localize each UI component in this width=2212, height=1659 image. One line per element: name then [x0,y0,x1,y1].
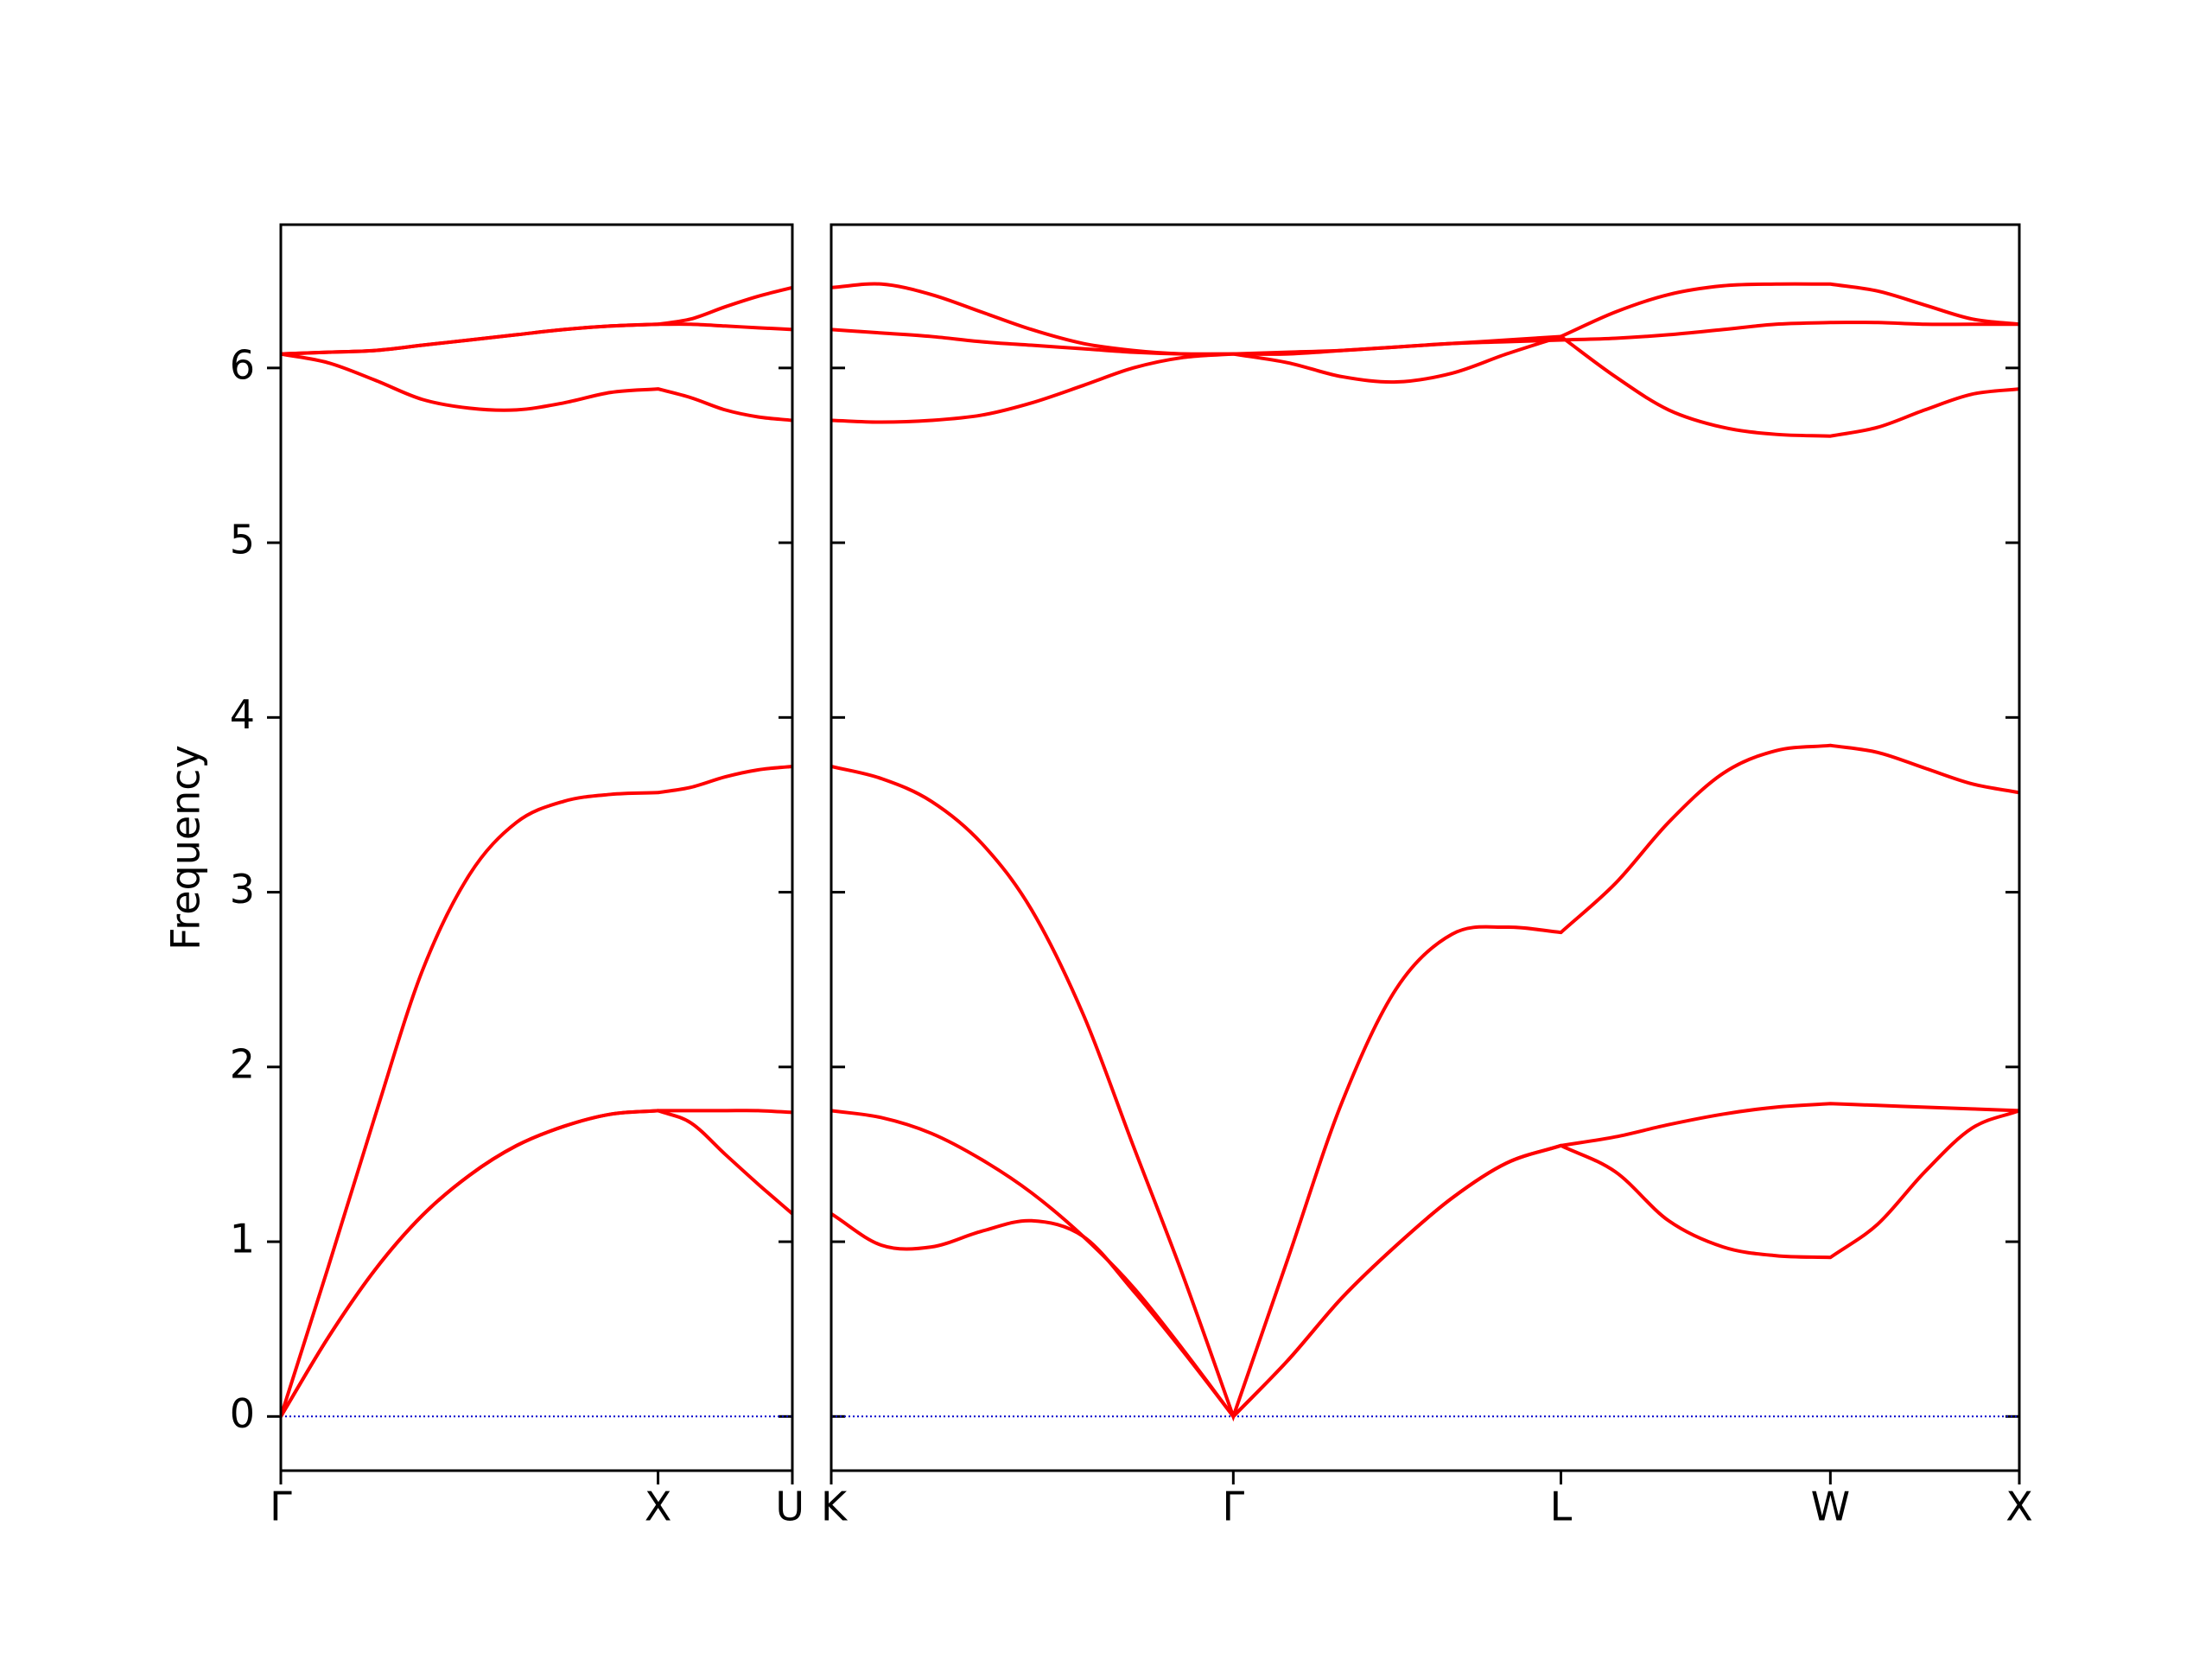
y-axis-label: Frequency [162,745,209,950]
x-tick-label: Γ [270,1484,292,1530]
x-tick-label: L [1550,1484,1573,1530]
band-line [830,334,2020,438]
x-tick-label: X [645,1484,672,1530]
band-line [280,322,793,356]
band-line [279,1109,794,1418]
y-tick-label: 5 [230,517,255,563]
plot-frame [830,223,2021,1472]
band-line [279,764,793,1417]
band-line [279,1109,793,1418]
y-tick-label: 4 [230,691,255,738]
x-tick-label: Γ [1223,1484,1245,1530]
band-line [830,282,2020,356]
y-tick-label: 1 [230,1216,255,1262]
x-tick-label: K [821,1484,849,1530]
y-tick-label: 6 [230,341,255,388]
x-tick-label: X [2005,1484,2033,1530]
band-line [830,1109,2020,1420]
band-line [280,352,793,423]
y-tick-label: 3 [230,866,255,912]
plot-frame [279,223,794,1472]
band-line [280,285,793,356]
x-tick-label: U [775,1484,804,1530]
x-tick-label: W [1811,1484,1850,1530]
y-tick-label: 2 [230,1040,255,1087]
band-line [830,743,2020,1422]
y-tick-label: 0 [230,1390,255,1437]
band-line [830,1102,2020,1420]
band-line [830,321,2019,356]
